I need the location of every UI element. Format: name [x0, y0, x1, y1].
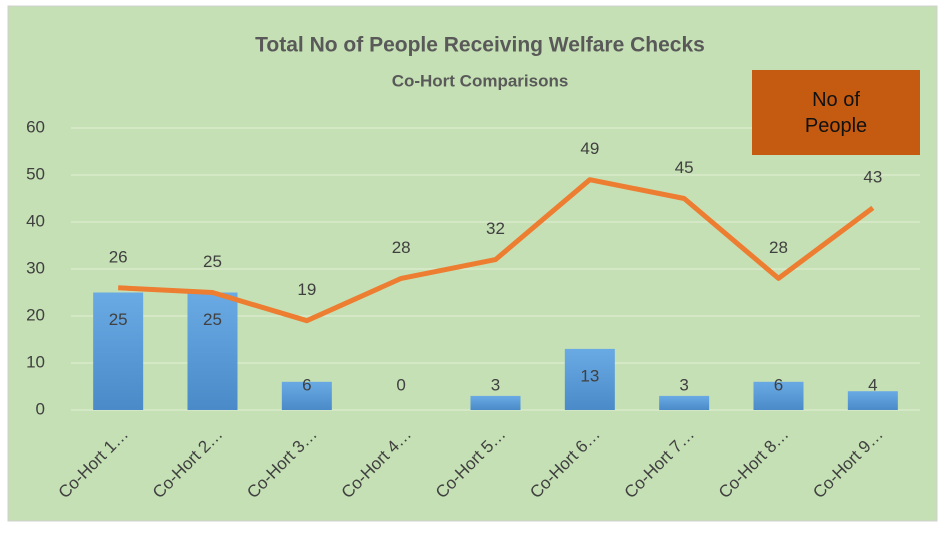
line-value-label: 28	[769, 238, 788, 257]
line-value-label: 49	[580, 139, 599, 158]
bar-value-label: 13	[580, 366, 599, 385]
bar-value-label: 25	[109, 310, 128, 329]
y-tick-label: 20	[26, 305, 45, 324]
line-value-label: 32	[486, 219, 505, 238]
bar-value-label: 3	[679, 375, 688, 394]
bar	[470, 395, 521, 410]
bar-value-label: 3	[491, 375, 500, 394]
bar-value-label: 6	[302, 375, 311, 394]
bar	[659, 395, 710, 410]
line-value-label: 28	[392, 238, 411, 257]
y-tick-label: 40	[26, 211, 45, 230]
bar-value-label: 4	[868, 375, 877, 394]
bar	[753, 381, 804, 410]
line	[118, 177, 875, 324]
line-value-label: 19	[297, 280, 316, 299]
annotation-box: No of People	[752, 70, 920, 155]
chart-title: Total No of People Receiving Welfare Che…	[255, 34, 705, 57]
y-tick-label: 60	[26, 117, 45, 136]
bar	[564, 348, 615, 410]
line-value-label: 26	[109, 247, 128, 266]
y-tick-label: 50	[26, 164, 45, 183]
bar	[847, 391, 898, 410]
bar	[93, 292, 144, 410]
line-value-label: 43	[863, 167, 882, 186]
line-value-label: 45	[675, 158, 694, 177]
y-tick-label: 10	[26, 352, 45, 371]
chart-subtitle: Co-Hort Comparisons	[392, 71, 569, 90]
bar-value-label: 25	[203, 310, 222, 329]
bar	[281, 381, 332, 410]
y-tick-label: 0	[36, 399, 45, 418]
y-tick-label: 30	[26, 258, 45, 277]
bar	[187, 292, 238, 410]
bar-value-label: 0	[396, 375, 405, 394]
bar-value-label: 6	[774, 375, 783, 394]
line-value-label: 25	[203, 252, 222, 271]
